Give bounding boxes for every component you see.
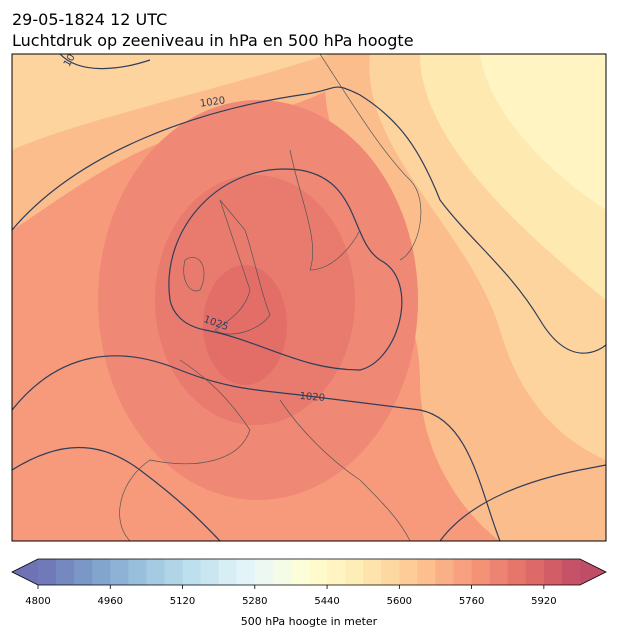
colorbar-tick-label: 5440	[314, 596, 339, 607]
colorbar-tick-label: 5600	[387, 596, 412, 607]
title: 29-05-1824 12 UTC	[12, 10, 167, 29]
colorbar-segment	[525, 559, 545, 585]
isobar	[439, 464, 606, 541]
coastline	[289, 149, 361, 271]
colorbar-segment	[74, 559, 93, 585]
colorbar-segment	[507, 559, 527, 585]
contour-label: 1020	[299, 391, 325, 404]
colorbar: 4800 4960 5120 5280 5440 5600 5760 5920	[11, 558, 607, 607]
colorbar-segment	[164, 559, 184, 585]
coastline	[119, 359, 251, 541]
coastline	[183, 257, 205, 292]
colorbar-segment	[453, 559, 473, 585]
isobar	[12, 355, 501, 541]
colorbar-segment	[399, 559, 418, 585]
colorbar-tick-label: 5120	[170, 596, 195, 607]
colorbar-segment	[363, 559, 382, 585]
colorbar-segment	[417, 559, 436, 585]
colorbar-segment	[146, 559, 165, 585]
colorbar-segment	[489, 559, 509, 585]
colorbar-segment	[92, 559, 111, 585]
colorbar-segment	[543, 559, 563, 585]
colorbar-tick-label: 5920	[531, 596, 556, 607]
colorbar-segment	[345, 559, 364, 585]
colorbar-extend	[12, 559, 38, 585]
height-fill	[480, 54, 606, 210]
height-fill	[203, 265, 287, 385]
colorbar-segment	[327, 559, 346, 585]
colorbar-segment	[128, 559, 147, 585]
colorbar-tick-label: 5280	[242, 596, 267, 607]
colorbar-tick-label: 4960	[98, 596, 123, 607]
colorbar-segment	[218, 559, 238, 585]
colorbar-label: 500 hPa hoogte in meter	[241, 615, 378, 628]
colorbar-segment	[309, 559, 328, 585]
colorbar-tick-label: 4800	[25, 596, 50, 607]
coastline	[214, 199, 271, 335]
colorbar-segment	[110, 559, 129, 585]
contour-label: 1020	[199, 95, 226, 109]
coastline	[279, 399, 411, 541]
isobar	[12, 86, 606, 354]
colorbar-segment	[182, 559, 202, 585]
isobar	[12, 447, 221, 541]
colorbar-segment	[435, 559, 455, 585]
colorbar-extend	[580, 559, 606, 585]
colorbar-segment	[381, 559, 400, 585]
isobar	[59, 54, 151, 70]
coastline	[319, 54, 422, 261]
map-frame	[11, 53, 607, 542]
colorbar-segment	[56, 559, 75, 585]
colorbar-segment	[254, 559, 274, 585]
height-fill	[12, 54, 330, 150]
isobar	[168, 168, 403, 371]
colorbar-segment	[290, 559, 310, 585]
colorbar-outline	[11, 558, 607, 586]
colorbar-tick-label: 5760	[459, 596, 484, 607]
colorbar-segment	[471, 559, 491, 585]
colorbar-segment	[272, 559, 292, 585]
colorbar-segment	[38, 559, 57, 585]
colorbar-segment	[561, 559, 581, 585]
colorbar-segment	[200, 559, 220, 585]
subtitle: Luchtdruk op zeeniveau in hPa en 500 hPa…	[12, 31, 414, 50]
colorbar-segment	[236, 559, 256, 585]
